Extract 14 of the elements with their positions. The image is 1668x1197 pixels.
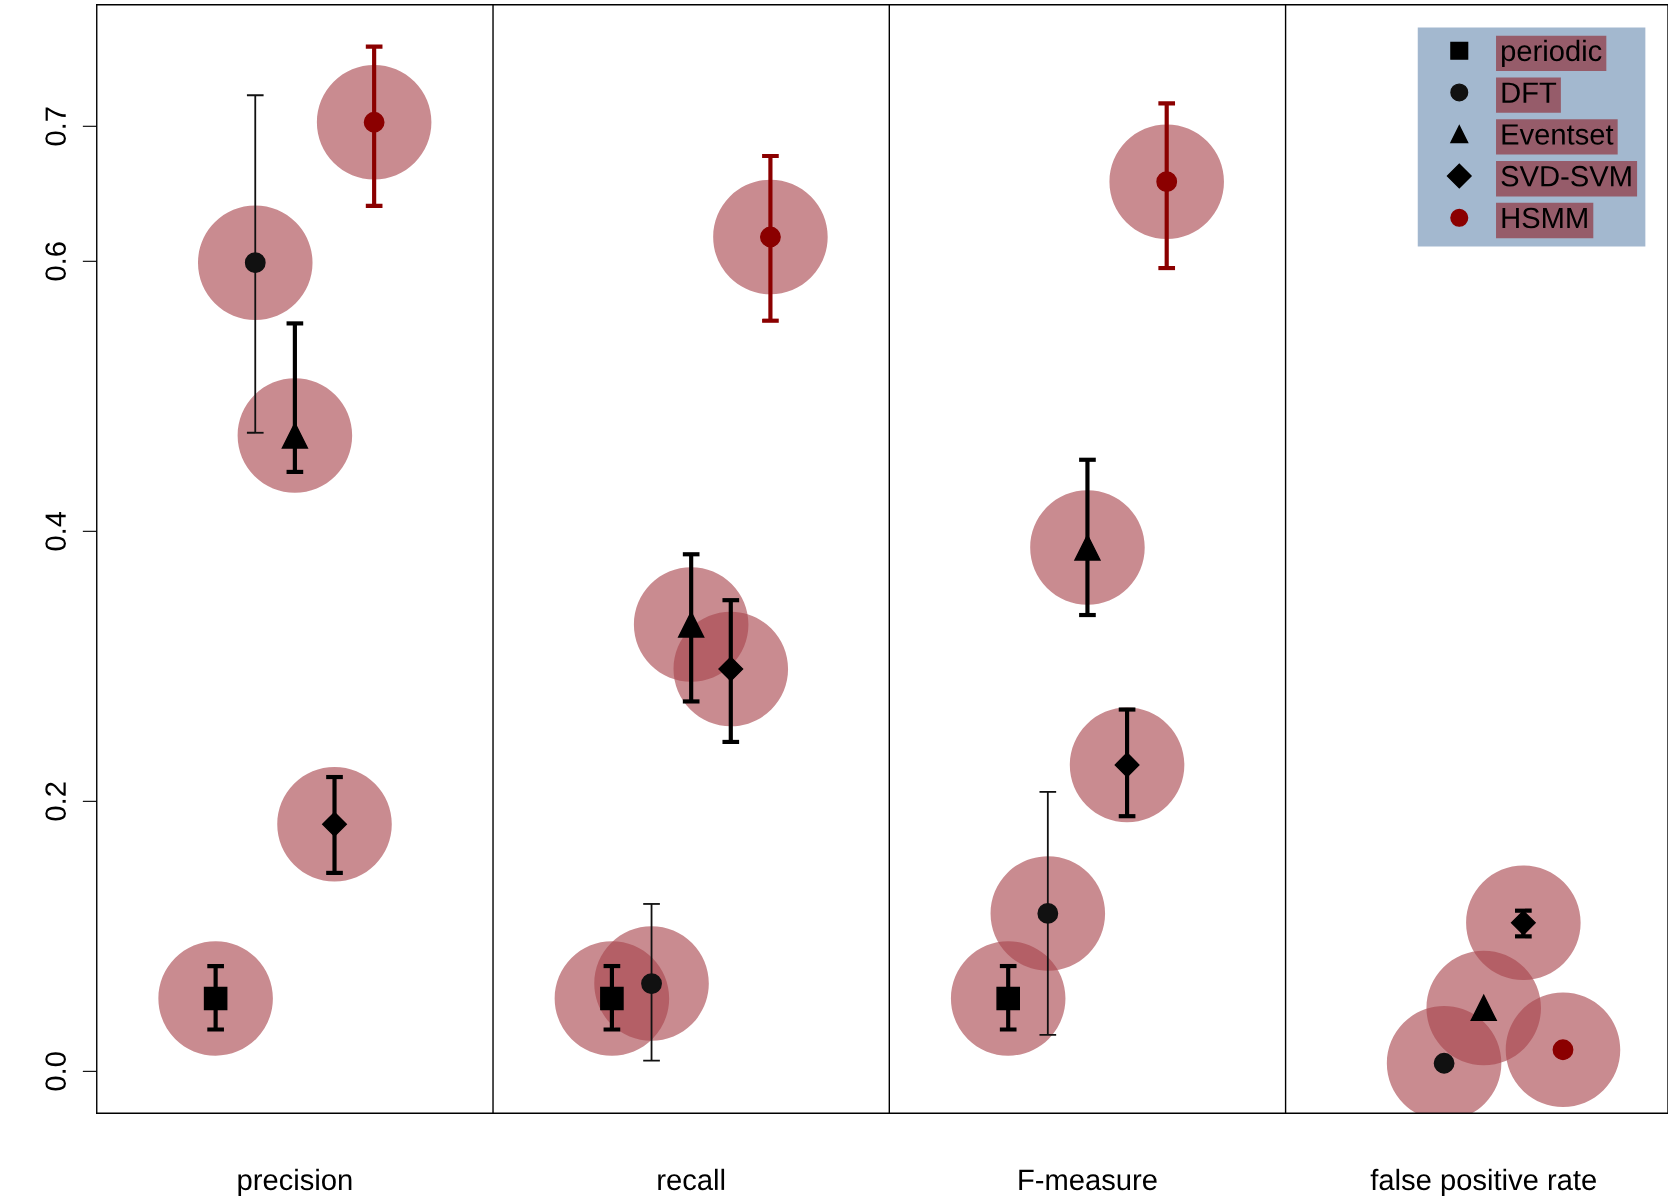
- x-tick-label: false positive rate: [1370, 1168, 1596, 1196]
- legend-label: HSMM: [1502, 207, 1587, 229]
- legend-label: SVD-SVM: [1501, 165, 1631, 187]
- x-tick-label: precision: [238, 1168, 352, 1196]
- x-tick-label: F-measure: [1019, 1169, 1157, 1191]
- y-tick-label: 0.4: [45, 511, 66, 551]
- x-tick-label: recall: [658, 1168, 725, 1191]
- legend-label: periodic: [1501, 39, 1602, 67]
- y-tick-label: 0.7: [45, 107, 66, 146]
- legend-label: Eventset: [1502, 124, 1614, 145]
- y-tick-label: 0.2: [45, 782, 66, 821]
- y-tick-label: 0.0: [45, 1052, 66, 1091]
- y-tick-label: 0.6: [45, 242, 66, 281]
- legend-label: DFT: [1502, 82, 1557, 103]
